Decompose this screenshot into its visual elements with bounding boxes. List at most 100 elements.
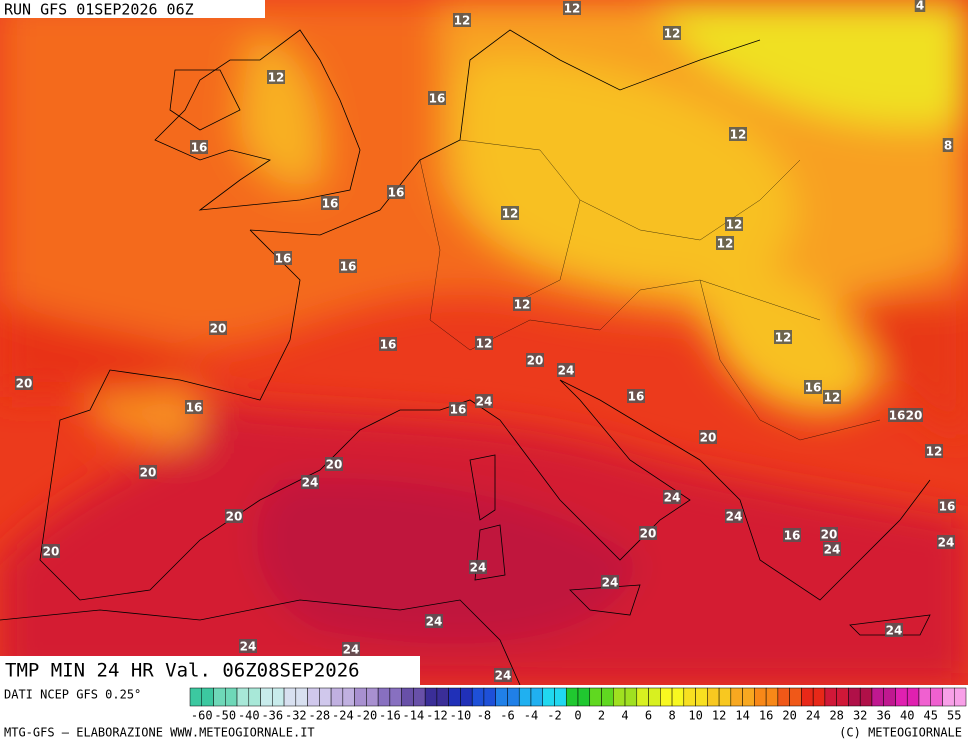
contour-label-box: [725, 217, 743, 231]
contour-label: 16: [429, 92, 446, 106]
contour-label-box: [513, 297, 531, 311]
colorbar-swatch: [283, 687, 297, 707]
colorbar-swatch: [460, 687, 473, 707]
contour-label-box: [639, 526, 657, 540]
contour-label: 12: [564, 2, 581, 16]
colorbar-swatch: [683, 687, 696, 707]
colorbar-swatch: [848, 687, 861, 707]
colorbar-label: 2: [598, 709, 605, 723]
colorbar-swatch: [801, 687, 814, 707]
colorbar-label: 24: [806, 709, 820, 723]
contour-label-box: [209, 321, 227, 335]
contour-label: 16: [939, 500, 956, 514]
colorbar-swatch: [471, 687, 485, 707]
contour-label-box: [663, 26, 681, 40]
colorbar-swatch: [260, 687, 273, 707]
colorbar-swatch: [930, 687, 943, 707]
colorbar-swatch: [495, 687, 508, 707]
colorbar-label: -60: [191, 709, 213, 723]
colorbar-swatch: [436, 687, 449, 707]
contour-label: 12: [926, 445, 943, 459]
colorbar-label: -16: [379, 709, 401, 723]
contour-label-box: [301, 475, 319, 489]
contour-label: 12: [454, 14, 471, 28]
contour-label: 16: [340, 260, 357, 274]
footer-left: MTG-GFS — ELABORAZIONE WWW.METEOGIORNALE…: [4, 726, 315, 740]
contour-label-box: [321, 196, 339, 210]
contour-label: 24: [886, 624, 903, 638]
contour-label: 8: [944, 139, 952, 153]
colorbar-swatch: [295, 687, 308, 707]
contour-label: 12: [268, 71, 285, 85]
contour-label-box: [563, 1, 581, 15]
colorbar-swatch: [718, 687, 732, 707]
contour-label-box: [428, 91, 446, 105]
contour-label: 20: [700, 431, 717, 445]
contour-label-box: [905, 408, 923, 422]
contour-label: 16: [784, 529, 801, 543]
colorbar-label: 0: [574, 709, 581, 723]
colorbar-swatch: [589, 687, 602, 707]
contour-label: 24: [476, 395, 493, 409]
contour-label: 12: [476, 337, 493, 351]
contour-label: 24: [824, 543, 841, 557]
colorbar-swatch: [448, 687, 461, 707]
colorbar-label: 4: [621, 709, 628, 723]
colorbar-swatch: [765, 687, 779, 707]
contour-label-box: [15, 376, 33, 390]
contour-label: 16: [186, 401, 203, 415]
contour-label-box: [387, 185, 405, 199]
contour-label: 16: [628, 390, 645, 404]
contour-label: 24: [602, 576, 619, 590]
contour-label-box: [449, 402, 467, 416]
colorbar-label: -40: [238, 709, 260, 723]
contour-label: 20: [43, 545, 60, 559]
contour-label-box: [267, 70, 285, 84]
colorbar-label: -36: [261, 709, 283, 723]
contour-label: 20: [527, 354, 544, 368]
colorbar-label: -4: [524, 709, 538, 723]
colorbar-swatch: [319, 687, 332, 707]
colorbar-label: -24: [332, 709, 354, 723]
colorbar-swatch: [424, 687, 438, 707]
colorbar-swatch: [695, 687, 708, 707]
colorbar-swatch: [953, 687, 967, 707]
contour-label: 24: [726, 510, 743, 524]
borders: [419, 139, 881, 441]
colorbar-label: 45: [924, 709, 938, 723]
title-box: [0, 656, 420, 685]
colorbar-label: -12: [426, 709, 448, 723]
colorbar-label: 32: [853, 709, 867, 723]
contour-label-box: [783, 528, 801, 542]
colorbar-label: -50: [214, 709, 236, 723]
colorbar-swatch: [225, 687, 238, 707]
colorbar-label: 12: [712, 709, 726, 723]
colorbar-swatch: [730, 687, 743, 707]
contour-label-box: [699, 430, 717, 444]
colorbar-label: 14: [735, 709, 749, 723]
contour-label: 20: [16, 377, 33, 391]
colorbar-label: 16: [759, 709, 773, 723]
contour-label-box: [925, 444, 943, 458]
contour-label-box: [888, 408, 906, 422]
colorbar-swatch: [836, 687, 849, 707]
contour-label-box: [190, 140, 208, 154]
contour-label-box: [774, 330, 792, 344]
colorbar-swatch: [248, 687, 261, 707]
colorbar-swatch: [542, 687, 555, 707]
contour-label-box: [938, 499, 956, 513]
colorbar-swatch: [871, 687, 884, 707]
colorbar-swatch: [236, 687, 250, 707]
colorbar-label: -32: [285, 709, 307, 723]
colorbar-swatch: [789, 687, 802, 707]
colorbar-label: 28: [829, 709, 843, 723]
colorbar-swatch: [601, 687, 614, 707]
colorbar-swatch: [413, 687, 426, 707]
colorbar-swatch: [754, 687, 767, 707]
contour-label-box: [225, 509, 243, 523]
colorbar-swatch: [354, 687, 367, 707]
contour-label-box: [274, 251, 292, 265]
contour-label: 24: [343, 643, 360, 657]
contour-label-box: [526, 353, 544, 367]
